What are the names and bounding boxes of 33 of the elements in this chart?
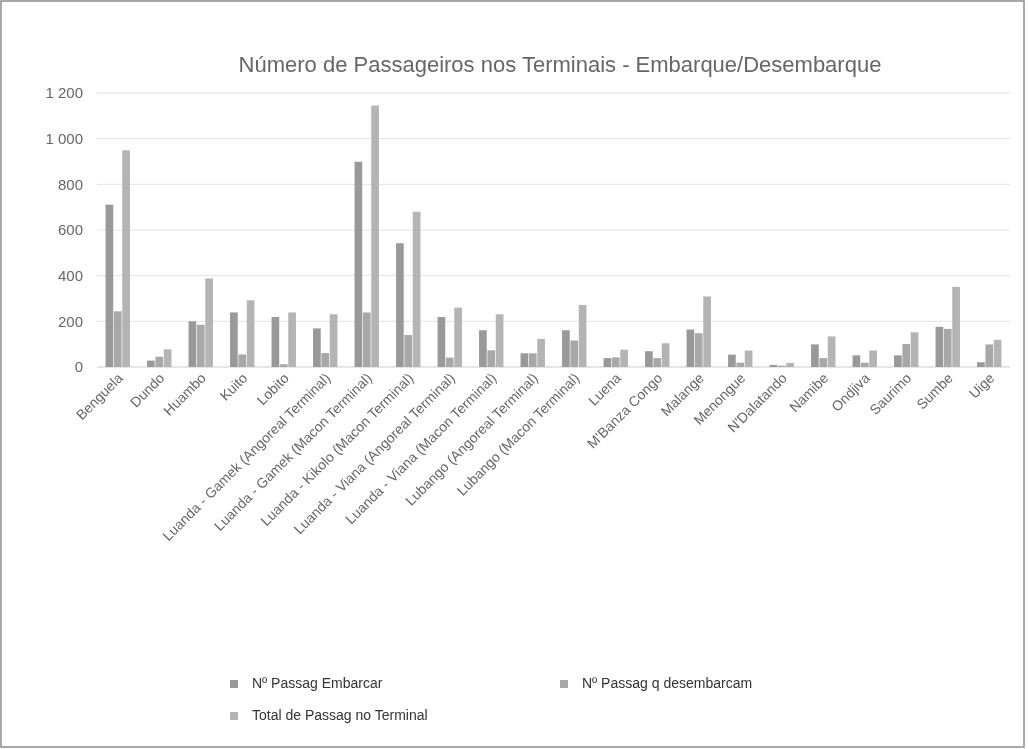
y-tick-label: 1 000 (45, 129, 83, 147)
bar (852, 355, 861, 367)
bar (230, 312, 238, 367)
bar (188, 321, 197, 367)
bar (354, 161, 363, 367)
bar (105, 204, 114, 367)
bar (271, 317, 280, 367)
y-tick-label: 800 (57, 175, 83, 193)
bar (728, 354, 736, 367)
bar (645, 351, 653, 367)
legend-label: Total de Passag no Terminal (252, 707, 428, 723)
y-tick-label: 400 (57, 266, 83, 284)
legend-label: Nº Passag q desembarcam (582, 675, 753, 691)
legend-label: Nº Passag Embarcar (252, 675, 383, 691)
chart-title: Número de Passageiros nos Terminais - Embarque/Desembarque (238, 52, 882, 77)
bar (479, 330, 487, 367)
bar (437, 317, 446, 367)
bar (977, 362, 985, 367)
bar (562, 330, 570, 367)
bar (520, 353, 529, 367)
y-tick-label: 200 (57, 312, 83, 330)
y-tick-label: 600 (57, 221, 83, 239)
bar (894, 355, 902, 367)
bar (935, 326, 944, 367)
bar (603, 358, 612, 367)
bar (811, 344, 819, 367)
bar (686, 329, 695, 367)
bar (313, 328, 321, 367)
y-tick-label: 0 (74, 358, 83, 376)
y-tick-label: 1 200 (45, 84, 83, 102)
x-tick-label: Uige (965, 369, 998, 402)
bar (147, 360, 155, 367)
bar (396, 243, 404, 367)
